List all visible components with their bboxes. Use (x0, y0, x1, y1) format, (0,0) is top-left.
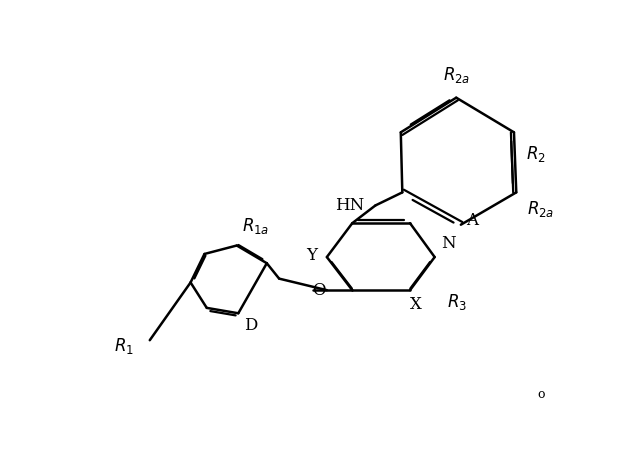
Text: $R_{1a}$: $R_{1a}$ (242, 216, 269, 236)
Text: $R_{2a}$: $R_{2a}$ (527, 199, 555, 219)
Text: $R_1$: $R_1$ (115, 337, 134, 356)
Text: $R_{2a}$: $R_{2a}$ (443, 65, 470, 84)
Text: o: o (537, 388, 545, 401)
Text: O: O (313, 282, 326, 299)
Text: A: A (465, 213, 478, 230)
Text: N: N (441, 236, 456, 253)
Text: X: X (410, 296, 422, 313)
Text: HN: HN (335, 197, 364, 214)
Text: $R_3$: $R_3$ (447, 292, 467, 312)
Text: $R_2$: $R_2$ (526, 144, 545, 164)
Text: Y: Y (306, 247, 318, 264)
Text: D: D (245, 317, 258, 334)
